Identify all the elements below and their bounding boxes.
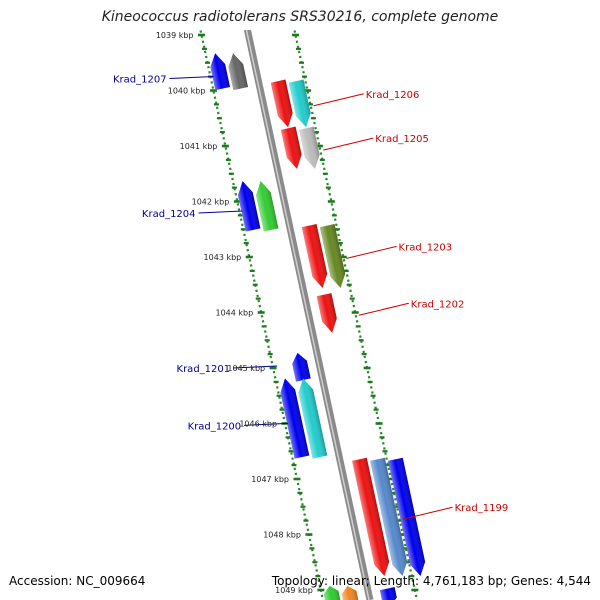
- gene-arrow[interactable]: [253, 179, 279, 232]
- gene-label-leader: [233, 365, 278, 369]
- gene-arrow[interactable]: [298, 126, 322, 171]
- gene-arrow-body: [272, 2, 291, 27]
- gene-label-leader: [169, 75, 214, 79]
- gene-arrow-shading: [254, 2, 273, 27]
- map-title: Kineococcus radiotolerans SRS30216, comp…: [101, 9, 499, 25]
- gene-label[interactable]: Krad_1202: [411, 299, 465, 310]
- gene-label[interactable]: Krad_1199: [455, 503, 509, 514]
- gene-arrow[interactable]: [288, 79, 314, 129]
- gene-label-leader: [402, 506, 453, 520]
- gene-arrow[interactable]: [280, 126, 304, 171]
- gene-arrow-shading: [255, 181, 279, 232]
- backbone-highlight: [245, 30, 370, 600]
- gene-arrow[interactable]: [379, 587, 398, 600]
- gene-arrow[interactable]: [319, 224, 348, 290]
- gene-arrow[interactable]: [272, 2, 291, 27]
- gene-label-leader: [313, 93, 364, 107]
- accession-text: Accession: NC_009664: [9, 574, 146, 588]
- kbp-label: 1049 kbp: [275, 586, 313, 595]
- gene-arrow[interactable]: [296, 377, 328, 459]
- gene-label-leader: [323, 137, 374, 151]
- gene-arrow-shading: [288, 79, 311, 128]
- gene-arrow-shading: [228, 53, 249, 91]
- kbp-label: 1048 kbp: [263, 531, 301, 540]
- kbp-label: 1040 kbp: [168, 87, 206, 96]
- gene-arrow-shading: [210, 53, 231, 91]
- kbp-label: 1047 kbp: [251, 475, 289, 484]
- gene-label[interactable]: Krad_1205: [375, 134, 429, 145]
- backbone: [243, 30, 374, 600]
- gene-label[interactable]: Krad_1203: [399, 242, 453, 253]
- gene-label[interactable]: Krad_1201: [177, 364, 231, 375]
- gene-arrow[interactable]: [270, 79, 296, 129]
- gene-arrow-shading: [301, 224, 328, 289]
- gene-arrow-shading: [272, 2, 291, 27]
- gene-arrow-shading: [270, 79, 293, 128]
- gene-label-leader: [346, 245, 397, 259]
- gene-arrow[interactable]: [322, 584, 342, 600]
- gene-arrow-shading: [298, 378, 328, 459]
- gene-arrow[interactable]: [388, 457, 428, 578]
- gene-arrow[interactable]: [370, 457, 410, 578]
- kbp-label: 1039 kbp: [156, 31, 194, 40]
- gene-arrow-shading: [292, 352, 311, 382]
- gene-arrow[interactable]: [235, 179, 261, 232]
- gene-arrow-shading: [341, 585, 360, 600]
- gene-label[interactable]: Krad_1207: [113, 74, 167, 85]
- ruler-dots-left: [199, 30, 325, 600]
- gene-label-leader: [198, 210, 243, 214]
- kbp-label: 1046 kbp: [239, 420, 277, 429]
- kbp-label: 1042 kbp: [192, 198, 230, 207]
- gene-arrow[interactable]: [208, 52, 231, 91]
- gene-arrow-shading: [323, 585, 342, 600]
- genome-stats-text: Topology: linear; Length: 4,761,183 bp; …: [271, 574, 591, 588]
- gene-arrow[interactable]: [301, 224, 330, 290]
- gene-arrow[interactable]: [340, 584, 360, 600]
- gene-arrow-shading: [319, 224, 346, 289]
- gene-arrow[interactable]: [352, 457, 392, 578]
- gene-arrow[interactable]: [278, 377, 310, 459]
- kbp-label: 1043 kbp: [204, 253, 242, 262]
- gene-arrow-shading: [316, 293, 337, 333]
- gene-label[interactable]: Krad_1206: [366, 90, 420, 101]
- gene-arrow-shading: [388, 457, 426, 576]
- gene-arrow[interactable]: [290, 351, 311, 382]
- gene-label[interactable]: Krad_1204: [142, 209, 196, 220]
- kbp-label: 1045 kbp: [227, 364, 265, 373]
- gene-arrow[interactable]: [254, 2, 273, 27]
- gene-arrow-shading: [370, 457, 408, 576]
- gene-arrow-shading: [298, 126, 320, 169]
- gene-arrow-shading: [280, 126, 302, 169]
- kbp-label: 1041 kbp: [180, 142, 218, 151]
- gene-arrow-shading: [280, 378, 310, 459]
- ruler-dots-right: [293, 30, 419, 600]
- gene-label-leader: [358, 302, 409, 316]
- gene-arrow-shading: [352, 457, 390, 576]
- gene-arrow-shading: [237, 181, 261, 232]
- kbp-label: 1044 kbp: [215, 309, 253, 318]
- gene-arrow-body: [254, 2, 273, 27]
- gene-arrow[interactable]: [316, 293, 340, 334]
- gene-arrow[interactable]: [226, 52, 249, 91]
- gene-label-leader: [244, 422, 289, 426]
- gene-label[interactable]: Krad_1200: [188, 421, 242, 432]
- gene-arrow-shading: [379, 587, 397, 600]
